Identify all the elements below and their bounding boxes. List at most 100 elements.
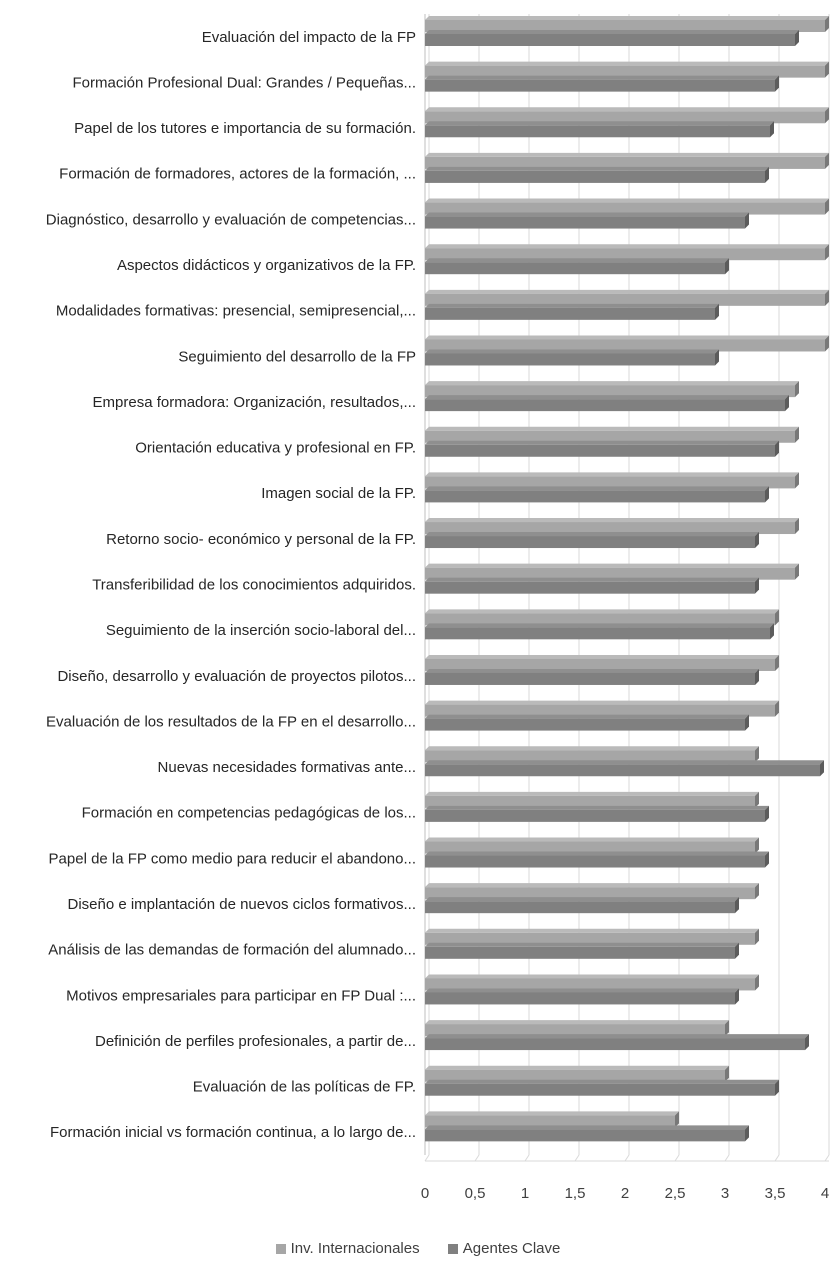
bar-inv-internacionales-21-face — [425, 978, 755, 991]
bar-agentes-clave-10-face — [425, 490, 765, 503]
bar-inv-internacionales-1-face — [425, 65, 825, 78]
bar-inv-internacionales-12-side — [795, 563, 799, 580]
bar-inv-internacionales-15-top — [425, 700, 779, 705]
bar-inv-internacionales-18-face — [425, 841, 755, 854]
bar-inv-internacionales-18 — [425, 837, 759, 854]
category-label-20: Análisis de las demandas de formación de… — [48, 942, 416, 959]
bar-inv-internacionales-6-side — [825, 289, 829, 306]
bar-inv-internacionales-16 — [425, 746, 759, 763]
category-label-7: Seguimiento del desarrollo de la FP — [178, 348, 416, 365]
bar-agentes-clave-13-side — [770, 623, 774, 640]
bar-agentes-clave-20-top — [425, 942, 739, 947]
bar-inv-internacionales-9 — [425, 426, 799, 443]
bar-agentes-clave-14-side — [755, 668, 759, 685]
x-tick-label-2: 1 — [521, 1185, 529, 1202]
bar-inv-internacionales-7 — [425, 335, 829, 352]
bar-inv-internacionales-21-side — [755, 974, 759, 991]
bar-agentes-clave-22 — [425, 1034, 809, 1051]
category-label-21: Motivos empresariales para participar en… — [66, 987, 416, 1004]
bar-agentes-clave-24-side — [745, 1125, 749, 1142]
bar-inv-internacionales-0-top — [425, 16, 829, 20]
bar-agentes-clave-10-top — [425, 486, 769, 491]
bar-agentes-clave-3-face — [425, 170, 765, 183]
bar-inv-internacionales-19 — [425, 883, 759, 900]
bar-inv-internacionales-8 — [425, 381, 799, 398]
bar-inv-internacionales-12 — [425, 563, 799, 580]
bar-agentes-clave-21-face — [425, 992, 735, 1005]
bar-inv-internacionales-3-side — [825, 152, 829, 169]
bar-agentes-clave-7-side — [715, 349, 719, 366]
bar-agentes-clave-1 — [425, 75, 779, 92]
bar-inv-internacionales-20-top — [425, 928, 759, 933]
bar-inv-internacionales-14-top — [425, 654, 779, 659]
bar-inv-internacionales-6-top — [425, 289, 829, 294]
bar-inv-internacionales-10-top — [425, 472, 799, 477]
bar-agentes-clave-19 — [425, 897, 739, 914]
bar-agentes-clave-13-top — [425, 623, 774, 628]
bar-agentes-clave-21 — [425, 988, 739, 1005]
bar-agentes-clave-0-face — [425, 34, 795, 46]
bar-agentes-clave-23-top — [425, 1079, 779, 1084]
bar-inv-internacionales-17-side — [755, 791, 759, 808]
bar-agentes-clave-19-face — [425, 901, 735, 914]
bar-agentes-clave-5 — [425, 258, 729, 275]
bar-agentes-clave-12 — [425, 577, 759, 594]
gridline-foot-3 — [574, 1154, 580, 1162]
bar-inv-internacionales-7-face — [425, 339, 825, 352]
bar-agentes-clave-4-side — [745, 212, 749, 229]
category-label-10: Imagen social de la FP. — [261, 485, 416, 502]
bar-agentes-clave-11-face — [425, 536, 755, 549]
bar-inv-internacionales-15 — [425, 700, 779, 717]
bar-inv-internacionales-21 — [425, 974, 759, 991]
bar-agentes-clave-11 — [425, 532, 759, 549]
bar-agentes-clave-8-side — [785, 395, 789, 412]
gridline-foot-5 — [674, 1154, 680, 1162]
x-axis-ticks: 0 0,5 1 1,5 2 2,5 3 3,5 4 — [421, 1185, 829, 1202]
bar-inv-internacionales-12-top — [425, 563, 799, 568]
bar-inv-internacionales-10-face — [425, 476, 795, 489]
bar-agentes-clave-0 — [425, 30, 799, 46]
bar-inv-internacionales-11-face — [425, 522, 795, 535]
legend-item-agentes-clave: Agentes Clave — [447, 1240, 560, 1257]
bar-agentes-clave-21-side — [735, 988, 739, 1005]
gridline-foot-7 — [774, 1154, 780, 1162]
bar-agentes-clave-23 — [425, 1079, 779, 1096]
bar-agentes-clave-23-side — [775, 1079, 779, 1096]
category-label-9: Orientación educativa y profesional en F… — [135, 440, 416, 457]
bar-agentes-clave-6-side — [715, 303, 719, 320]
bar-inv-internacionales-1 — [425, 61, 829, 78]
bar-agentes-clave-20-side — [735, 942, 739, 959]
bar-inv-internacionales-14-side — [775, 654, 779, 671]
bar-inv-internacionales-13 — [425, 609, 779, 626]
bar-agentes-clave-10-side — [765, 486, 769, 503]
bar-inv-internacionales-11 — [425, 518, 799, 535]
category-label-6: Modalidades formativas: presencial, semi… — [56, 303, 416, 320]
bar-agentes-clave-1-face — [425, 79, 775, 92]
bar-agentes-clave-12-side — [755, 577, 759, 594]
bar-agentes-clave-15 — [425, 714, 749, 731]
category-label-18: Papel de la FP como medio para reducir e… — [49, 850, 416, 867]
bar-inv-internacionales-7-side — [825, 335, 829, 352]
bar-agentes-clave-24-face — [425, 1129, 745, 1142]
bar-agentes-clave-18-side — [765, 851, 769, 868]
bar-inv-internacionales-24-side — [675, 1111, 679, 1128]
x-tick-label-8: 4 — [821, 1185, 829, 1202]
bar-agentes-clave-6 — [425, 303, 719, 320]
x-tick-label-5: 2,5 — [665, 1185, 686, 1202]
bar-agentes-clave-4-face — [425, 216, 745, 229]
bar-inv-internacionales-19-side — [755, 883, 759, 900]
bar-agentes-clave-8-face — [425, 399, 785, 412]
bar-agentes-clave-3-side — [765, 166, 769, 183]
bar-inv-internacionales-8-top — [425, 381, 799, 386]
bar-inv-internacionales-23-side — [725, 1065, 729, 1082]
bar-agentes-clave-16-side — [820, 760, 824, 777]
bar-agentes-clave-18 — [425, 851, 769, 868]
bar-inv-internacionales-23 — [425, 1065, 729, 1082]
bar-inv-internacionales-1-top — [425, 61, 829, 66]
bar-agentes-clave-16 — [425, 760, 824, 777]
bar-inv-internacionales-14 — [425, 654, 779, 671]
bar-agentes-clave-3 — [425, 166, 769, 183]
bar-agentes-clave-14 — [425, 668, 759, 685]
bar-inv-internacionales-3-top — [425, 152, 829, 157]
